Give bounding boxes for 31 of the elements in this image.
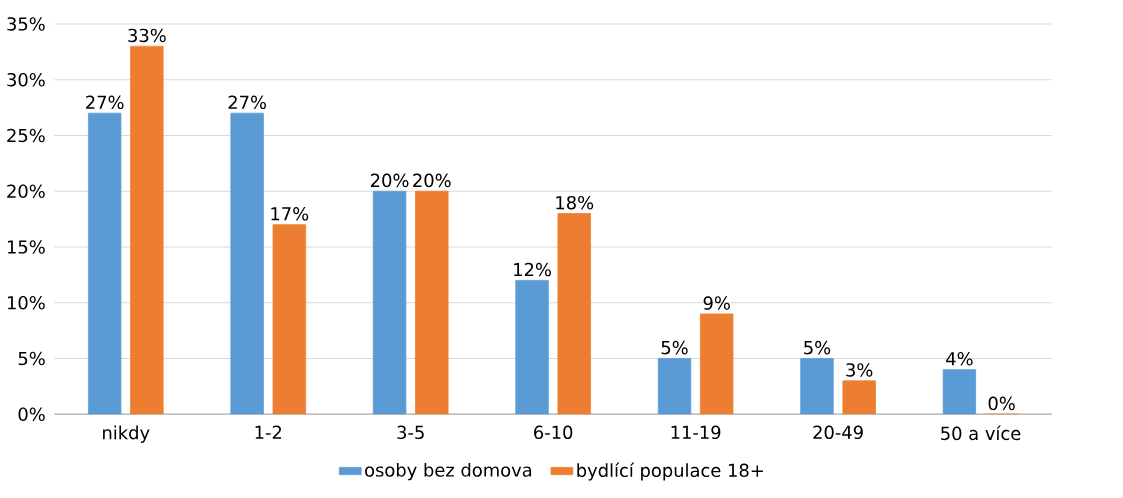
data-label: 3%: [846, 363, 873, 377]
y-tick-label: 20%: [7, 184, 45, 199]
data-label: 5%: [804, 341, 831, 355]
x-tick-label: 20-49: [813, 425, 863, 440]
y-tick-label: 25%: [7, 128, 45, 143]
data-label: 0%: [988, 396, 1015, 411]
data-label: 9%: [703, 296, 730, 310]
y-tick-label: 0%: [18, 407, 45, 422]
data-label: 17%: [271, 207, 309, 221]
data-label: 5%: [661, 341, 688, 355]
data-label: 4%: [946, 352, 973, 366]
data-label: 27%: [86, 95, 124, 110]
x-tick-label: 1-2: [255, 425, 282, 440]
y-tick-label: 35%: [7, 17, 45, 31]
x-tick-label: 50 a více: [941, 425, 1021, 441]
legend-label: osoby bez domova: [365, 463, 532, 481]
data-label: 12%: [514, 262, 551, 277]
data-label: 27%: [228, 95, 267, 110]
x-tick-label: 6-10: [534, 425, 573, 440]
data-label: 20%: [413, 173, 451, 188]
x-tick-label: nikdy: [103, 425, 150, 444]
data-label: 33%: [128, 28, 166, 43]
y-tick-label: 30%: [7, 73, 45, 87]
y-tick-label: 5%: [18, 351, 45, 366]
y-tick-label: 15%: [7, 240, 45, 254]
x-tick-label: 11-19: [671, 425, 721, 440]
y-tick-label: 10%: [7, 296, 45, 310]
legend-label: bydlící populace 18+: [577, 462, 763, 481]
data-label: 20%: [371, 173, 409, 188]
data-label: 18%: [556, 196, 594, 210]
x-tick-label: 3-5: [397, 425, 424, 440]
